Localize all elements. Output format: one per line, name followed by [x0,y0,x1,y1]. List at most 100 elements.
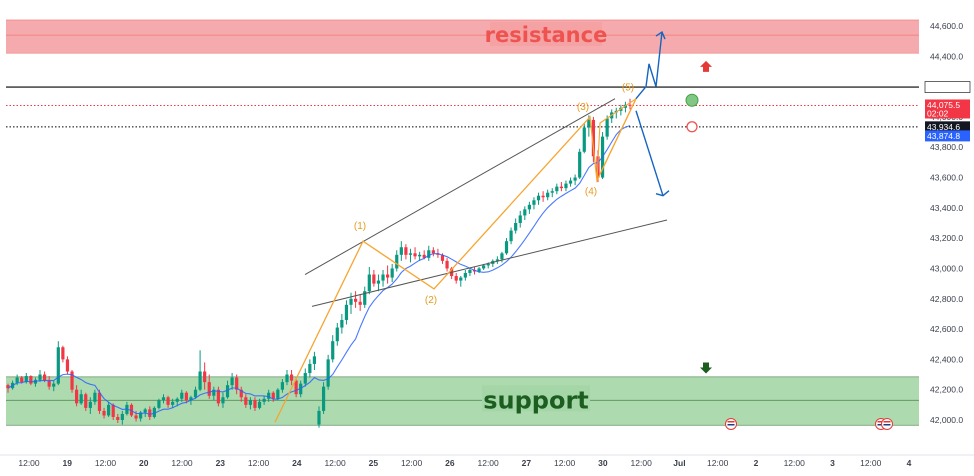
candle-body [427,250,431,258]
time-tick-label: 23 [216,458,226,468]
ma-price-badge-label: 43,874.8 [927,131,960,141]
candle-body [139,412,143,419]
candle-body [75,389,79,404]
candle-body [536,195,541,201]
candle-body [148,409,152,417]
zones-layer: resistance support [6,19,920,426]
candle-body [221,397,225,404]
last-price-badge [925,99,970,119]
time-tick-label: 12:00 [860,458,882,468]
last-price-badge-label: 44,075.5 [927,100,960,110]
up-arrow-icon [700,60,712,72]
candle-body [42,374,47,381]
candle-body [404,247,408,255]
candle-body [500,253,504,260]
candle-body [541,195,545,198]
time-tick-label: Jul [673,458,685,468]
wave-five-wedge [596,97,638,181]
candle-body [189,397,193,401]
candle-body [335,327,339,342]
resistance-label: resistance [485,23,608,47]
overlay-layer: (1) (2) (3) (4) (5) [274,31,893,430]
time-tick-label: 12:00 [324,458,346,468]
candle-body [477,268,481,272]
price-tick-label: 42,800.0 [930,294,963,304]
candle-body [486,263,490,266]
candle-body [340,319,344,328]
candle-body [244,397,248,405]
candle-body [454,276,458,281]
candle-body [285,374,289,383]
candle-body [582,127,586,152]
candle-body [111,404,115,417]
candle-body [203,371,207,383]
projection-up-path [635,31,663,100]
wave-label-5: (5) [622,83,634,94]
candle-body [331,341,335,360]
time-tick-label: 12:00 [784,458,806,468]
candle-body [568,180,573,184]
candle-body [408,253,413,255]
candle-body [184,392,188,401]
candle-body [84,394,88,408]
candle-body [495,259,499,261]
candle-body [321,386,326,411]
candle-body [38,374,42,380]
wave-label-3: (3) [577,102,589,113]
channel-upper-line [304,98,616,275]
time-tick-label: 26 [445,458,455,468]
candle-body [257,401,262,408]
event-flag-stripe [727,424,735,426]
candle-body [271,392,275,399]
candle-body [587,119,591,128]
projection-down-arrowhead [655,190,670,197]
candle-body [267,392,271,399]
price-axis[interactable]: 44,600.044,400.044,200.044,000.043,800.0… [919,0,974,456]
candle-body [6,385,10,389]
price-tick-label: 42,600.0 [930,324,963,334]
time-tick-label: 12:00 [171,458,193,468]
candle-body [514,223,518,231]
time-tick-label: 12:00 [401,458,423,468]
channel-lower-line [311,219,668,307]
candle-body [381,274,385,281]
candle-body [518,215,522,223]
support-label-bg [482,385,590,412]
candle-body [363,291,367,305]
price-tick-label: 43,800.0 [930,142,963,152]
down-arrow-icon [700,362,712,374]
time-tick-label: 12:00 [477,458,499,468]
candle-body [376,280,381,284]
event-flag-stripe [883,424,891,426]
candle-body [418,254,422,257]
last-price-badge-time: 02:02 [927,108,949,118]
projection-down-path [635,110,664,196]
candle-body [88,401,92,408]
candle-body [289,374,294,381]
candle-body [559,186,563,189]
candle-body [422,254,426,258]
time-tick-label: 25 [369,458,379,468]
candle-body [312,356,317,364]
time-tick-label: 12:00 [707,458,729,468]
event-flag-stripe [883,421,891,423]
price-tick-label: 42,200.0 [930,385,963,395]
wave-label-1: (1) [354,221,366,232]
candle-body [555,186,559,192]
candle-body [175,398,179,402]
moving-average-line [7,125,631,415]
resistance-label-bg [490,22,602,47]
candle-body [61,347,65,360]
candle-body [166,397,170,405]
candle-body [70,371,74,390]
candle-body [120,413,124,420]
candle-body [303,373,307,384]
candle-body [79,394,83,404]
candle-body [509,230,513,242]
price-tick-label: 42,400.0 [930,354,963,364]
red-circle-marker [686,121,698,133]
time-axis[interactable]: 12:00 19 12:00 20 12:00 23 12:00 24 12:00 25 12:00… [0,454,974,468]
time-tick-label: 2 [754,458,759,468]
resistance-zone [6,19,920,54]
